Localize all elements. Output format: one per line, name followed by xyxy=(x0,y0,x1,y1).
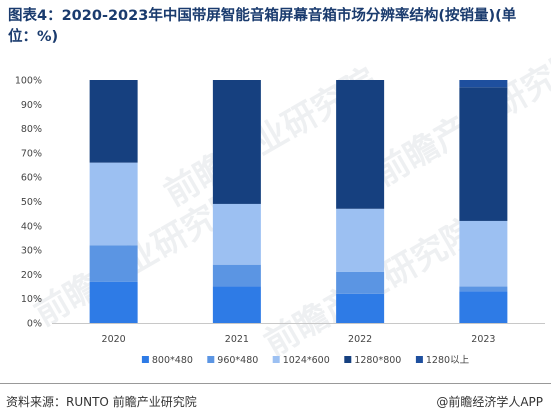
y-tick-label: 50% xyxy=(21,197,42,208)
bar-segment xyxy=(89,245,138,282)
y-axis: 0% 10% 20% 30% 40% 50% 60% 70% 80% 90% 100% xyxy=(15,76,42,330)
source-note: 资料来源：RUNTO 前瞻产业研究院 xyxy=(6,395,197,409)
x-tick-label: 2023 xyxy=(471,334,495,345)
bar-segment xyxy=(336,80,385,209)
bar-segment xyxy=(336,208,385,272)
legend-label: 960*480 xyxy=(217,355,258,366)
bar-segment xyxy=(89,80,138,163)
credit-note: @前瞻经济学人APP xyxy=(436,395,543,409)
legend-swatch xyxy=(344,356,352,363)
legend-swatch xyxy=(207,356,215,363)
legend-swatch xyxy=(415,356,423,363)
y-tick-label: 10% xyxy=(21,294,42,305)
legend-label: 1280*800 xyxy=(354,355,401,366)
bar-segment xyxy=(336,293,385,323)
legend-label: 1024*600 xyxy=(283,355,330,366)
y-tick-label: 40% xyxy=(21,221,42,232)
y-tick-label: 0% xyxy=(27,319,42,330)
footer-divider xyxy=(0,383,551,384)
legend-swatch xyxy=(141,356,149,363)
x-tick-label: 2022 xyxy=(348,334,372,345)
y-tick-label: 90% xyxy=(21,100,42,111)
bar-segment xyxy=(459,291,508,323)
y-tick-label: 30% xyxy=(21,246,42,257)
x-tick-label: 2020 xyxy=(102,334,126,345)
y-tick-label: 60% xyxy=(21,173,42,184)
bar-segment xyxy=(212,80,261,204)
y-tick-label: 80% xyxy=(21,124,42,135)
bars xyxy=(89,80,508,323)
bar-segment xyxy=(459,286,508,292)
bar-segment xyxy=(336,271,385,294)
bar-segment xyxy=(212,203,261,265)
bar-segment xyxy=(212,264,261,287)
legend-label: 1280以上 xyxy=(426,355,470,366)
y-tick-label: 20% xyxy=(21,270,42,281)
y-tick-label: 100% xyxy=(15,76,42,87)
bar-segment xyxy=(89,162,138,246)
bar-segment xyxy=(89,281,138,323)
bar-segment xyxy=(459,220,508,287)
legend-label: 800*480 xyxy=(152,355,193,366)
bar-segment xyxy=(212,286,261,323)
chart-title: 图表4：2020-2023年中国带屏智能音箱屏幕音箱市场分辨率结构(按销量)(单… xyxy=(8,8,517,45)
y-tick-label: 70% xyxy=(21,148,42,159)
x-axis: 2020 2021 2022 2023 xyxy=(52,323,545,345)
legend: 800*480 960*480 1024*600 1280*800 1280以上 xyxy=(141,355,470,366)
x-tick-label: 2021 xyxy=(225,334,249,345)
legend-swatch xyxy=(272,356,280,363)
bar-segment xyxy=(459,80,508,88)
bar-segment xyxy=(459,87,508,221)
